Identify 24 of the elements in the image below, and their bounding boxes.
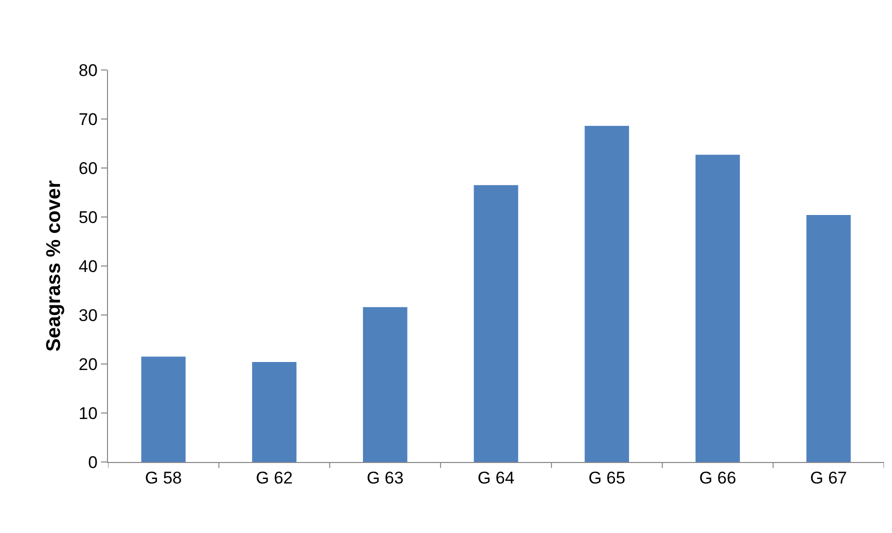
y-tick-label: 0 [88,452,98,472]
y-tick-label: 40 [78,256,98,276]
x-tick-label: G 66 [699,468,736,488]
bar [252,362,296,462]
y-tick-label: 70 [78,110,98,129]
y-tick-label: 60 [78,158,98,178]
bar [141,356,186,462]
y-tick-label: 30 [78,306,98,325]
y-tick-label: 20 [78,354,98,374]
x-tick-label: G 65 [588,468,626,488]
x-tick-label: G 62 [256,468,293,488]
y-tick-label: 10 [78,404,98,423]
bar [362,307,408,462]
x-tick-label: G 63 [366,468,404,488]
y-axis-title: Seagrass % cover [43,180,66,352]
x-tick-label: G 67 [810,468,847,488]
bar [474,185,518,462]
y-tick-label: 50 [78,208,98,227]
bar [806,215,851,462]
x-tick-label: G 58 [145,468,182,488]
y-tick-label: 80 [78,60,98,80]
bar [696,154,740,462]
bar [584,126,630,462]
x-tick-label: G 64 [478,468,514,488]
